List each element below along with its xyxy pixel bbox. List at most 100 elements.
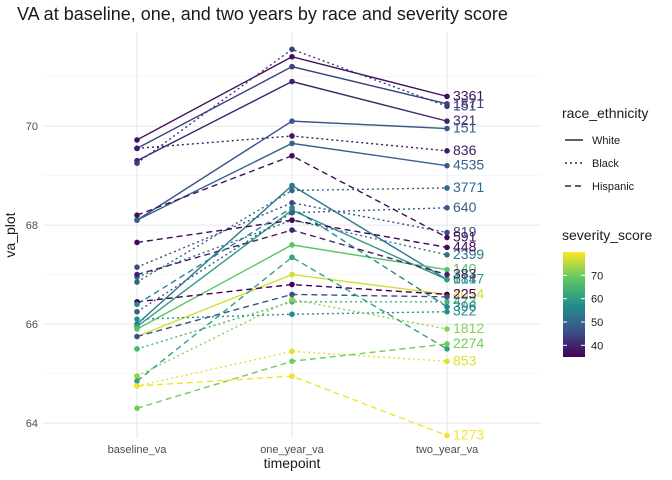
data-point xyxy=(289,46,295,53)
data-point xyxy=(134,378,140,384)
point-label: 1273 xyxy=(453,427,484,443)
point-label: 4535 xyxy=(453,157,484,173)
data-point xyxy=(289,133,295,139)
point-label: 640 xyxy=(453,199,477,215)
data-point xyxy=(444,341,450,347)
point-label: 2274 xyxy=(453,335,484,351)
data-point xyxy=(444,252,450,258)
color-legend-bar xyxy=(563,252,585,357)
data-point xyxy=(289,242,295,248)
data-point xyxy=(289,296,295,303)
data-point xyxy=(444,244,450,251)
data-point xyxy=(444,358,450,365)
point-label: 853 xyxy=(453,352,477,368)
data-point xyxy=(444,162,450,169)
data-point xyxy=(444,229,450,236)
data-point xyxy=(444,346,450,352)
y-axis-title: va_plot xyxy=(2,212,18,257)
data-point xyxy=(289,209,295,216)
data-point xyxy=(134,279,140,285)
y-tick-label: 64 xyxy=(26,418,38,430)
point-label: 140 xyxy=(453,261,477,277)
colorbar-tick-label: 50 xyxy=(591,317,603,329)
data-point xyxy=(444,234,450,241)
data-point xyxy=(289,358,295,365)
series-points xyxy=(134,46,450,439)
data-point xyxy=(444,125,450,132)
color-legend: severity_score 40 50 60 70 xyxy=(562,227,652,357)
point-label: 614 xyxy=(453,271,477,287)
data-point xyxy=(134,301,140,308)
point-label: 225 xyxy=(453,285,477,301)
point-label: 2399 xyxy=(453,246,484,262)
data-point xyxy=(289,311,295,318)
data-point xyxy=(289,204,295,211)
data-point xyxy=(289,78,295,85)
color-legend-title: severity_score xyxy=(562,227,652,243)
data-point xyxy=(289,152,295,159)
x-tick-label: two_year_va xyxy=(416,444,479,456)
data-point xyxy=(289,53,295,60)
y-axis-ticks: 64 66 68 70 xyxy=(26,121,38,430)
point-label: 473 xyxy=(453,293,477,309)
data-point xyxy=(134,145,140,152)
data-point xyxy=(444,271,450,278)
data-point xyxy=(289,187,295,194)
series-line xyxy=(136,219,448,249)
data-point xyxy=(134,373,140,379)
data-point xyxy=(289,217,295,223)
linetype-legend: race_ethnicity White Black Hispanic xyxy=(562,105,648,193)
data-point xyxy=(444,118,450,124)
data-point xyxy=(289,140,295,147)
data-point xyxy=(444,326,450,332)
point-label: 4074 xyxy=(453,285,484,301)
data-point xyxy=(289,118,295,124)
data-point xyxy=(289,271,295,278)
data-point xyxy=(444,148,450,154)
point-label: 3771 xyxy=(453,179,484,195)
data-point xyxy=(444,432,450,439)
point-label: 321 xyxy=(453,112,477,128)
colorbar-tick-label: 60 xyxy=(591,294,603,306)
data-point xyxy=(444,93,450,100)
linetype-legend-title: race_ethnicity xyxy=(562,105,648,121)
data-point xyxy=(444,185,450,191)
point-label: 383 xyxy=(453,266,477,282)
point-label: 819 xyxy=(453,224,477,240)
x-tick-label: baseline_va xyxy=(108,444,168,456)
series-line xyxy=(136,207,448,313)
point-label: 322 xyxy=(453,303,477,319)
point-label: 448 xyxy=(453,238,477,254)
point-label: 396 xyxy=(453,298,477,314)
point-label: 591 xyxy=(453,228,477,244)
data-point xyxy=(289,348,295,355)
point-label: 836 xyxy=(453,142,477,158)
data-point xyxy=(444,266,450,273)
data-point xyxy=(444,308,450,315)
data-point xyxy=(289,200,295,206)
data-point xyxy=(289,254,295,261)
data-point xyxy=(134,264,140,270)
y-tick-label: 68 xyxy=(26,220,38,232)
chart-title: VA at baseline, one, and two years by ra… xyxy=(17,4,508,24)
data-point xyxy=(134,212,140,218)
data-point xyxy=(444,103,450,110)
x-axis-title: timepoint xyxy=(264,455,321,471)
series-line xyxy=(136,202,448,268)
linetype-legend-label: Black xyxy=(592,158,619,170)
data-point xyxy=(444,303,450,310)
point-label: 1871 xyxy=(453,95,484,111)
data-point xyxy=(134,316,140,322)
data-point xyxy=(134,308,140,315)
data-point xyxy=(444,299,450,305)
data-point xyxy=(444,276,450,283)
x-tick-label: one_year_va xyxy=(260,444,324,456)
data-point xyxy=(134,271,140,278)
colorbar-tick-label: 40 xyxy=(591,340,603,352)
linetype-legend-label: Hispanic xyxy=(592,181,635,193)
data-point xyxy=(289,291,295,298)
data-point xyxy=(134,383,140,389)
data-point xyxy=(289,227,295,233)
